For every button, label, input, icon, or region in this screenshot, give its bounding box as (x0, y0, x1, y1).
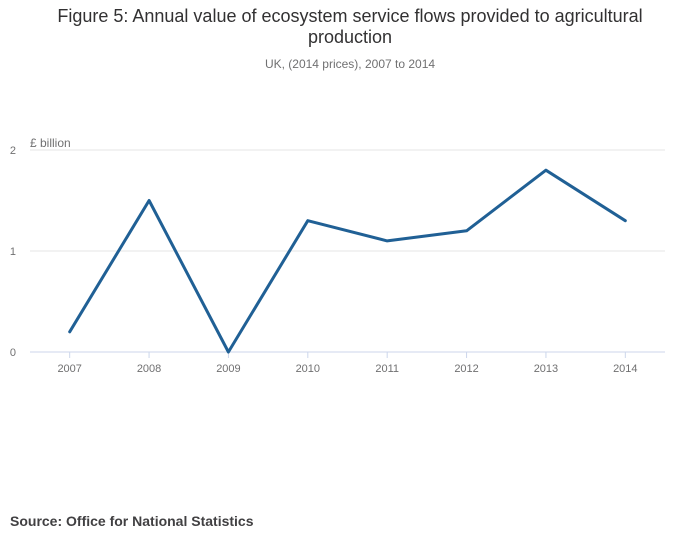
x-tick-label: 2008 (137, 363, 161, 375)
y-tick-label: 1 (10, 246, 16, 258)
y-axis: 0 1 2 (10, 145, 16, 359)
gridlines (30, 149, 665, 252)
source-note: Source: Office for National Statistics (10, 513, 254, 529)
series-group (68, 168, 627, 354)
x-tick-label: 2009 (216, 363, 240, 375)
series-line (68, 168, 627, 354)
y-tick-label: 2 (10, 145, 16, 157)
chart-subtitle: UK, (2014 prices), 2007 to 2014 (264, 57, 436, 71)
y-tick-label: 0 (10, 347, 16, 359)
x-tick-label: 2010 (296, 363, 320, 375)
chart-title: Figure 5: Annual value of ecosystem serv… (57, 6, 643, 47)
x-tick-label: 2012 (454, 363, 478, 375)
x-tick-label: 2007 (57, 363, 81, 375)
x-axis: 2007 2008 2009 2010 2011 2012 2013 2014 (30, 351, 665, 375)
x-tick-label: 2014 (613, 363, 637, 375)
x-tick-label: 2011 (375, 363, 399, 375)
y-axis-unit-label: £ billion (30, 136, 71, 150)
x-tick-label: 2013 (534, 363, 558, 375)
